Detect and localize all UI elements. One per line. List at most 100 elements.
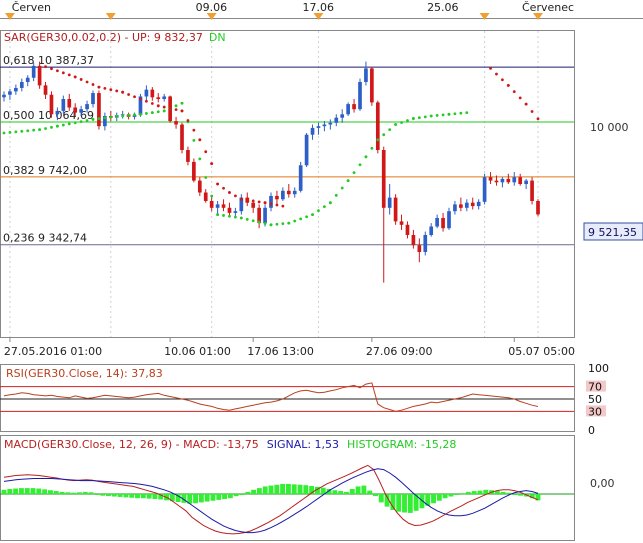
candle-body (322, 124, 327, 127)
x-axis-label: 17.06 13:00 (247, 345, 314, 358)
candle-body (8, 91, 12, 95)
candle-body (310, 127, 315, 135)
macd-histogram-bar (24, 488, 30, 494)
psar-dot (216, 213, 220, 217)
candle-body (417, 245, 422, 252)
macd-histogram-bar (390, 494, 396, 510)
psar-dot (388, 128, 392, 132)
psar-dot (103, 86, 107, 90)
psar-dot (311, 213, 314, 217)
psar-dot (109, 115, 113, 119)
psar-dot (305, 215, 308, 219)
macd-histogram-bar (274, 484, 280, 494)
macd-histogram-bar (135, 494, 140, 499)
psar-dot (44, 127, 47, 130)
rsi-axis-tag (586, 393, 606, 404)
fib-level-label: 0,382 9 742,00 (3, 164, 87, 177)
psar-dot (210, 194, 214, 198)
psar-dot (26, 129, 30, 133)
x-axis-label: 27.05.2016 01:00 (4, 345, 102, 358)
macd-histogram-bar (500, 491, 506, 494)
macd-histogram-bar (344, 491, 349, 494)
macd-histogram-bar (262, 486, 268, 494)
candle-body (464, 202, 469, 208)
macd-histogram-bar (425, 494, 431, 506)
candle-body (269, 195, 273, 208)
macd-histogram-bar (529, 494, 535, 499)
time-marker-icon (206, 13, 217, 20)
candle-body (192, 161, 196, 181)
psar-dot (73, 121, 77, 125)
psar-dot (317, 209, 320, 213)
psar-dot (506, 84, 510, 87)
psar-dot (150, 102, 154, 105)
macd-histogram-bar (419, 494, 425, 509)
psar-dot (495, 72, 498, 76)
psar-dot (174, 108, 178, 112)
macd-histogram-bar (367, 490, 373, 494)
candle-body (97, 93, 101, 127)
psar-dot (423, 115, 427, 119)
rsi-axis-label: 70 (588, 381, 602, 394)
psar-dot (269, 223, 273, 227)
candle-body (203, 192, 208, 201)
psar-dot (251, 199, 255, 203)
macd-histogram-bar (251, 489, 257, 494)
macd-histogram-bar (169, 494, 175, 502)
psar-dot (14, 130, 18, 134)
parabolic-sar-series (2, 65, 540, 227)
psar-dot (465, 111, 469, 114)
top-axis-label: Červenec (522, 1, 574, 14)
psar-dot (174, 104, 178, 108)
candle-body (441, 218, 445, 229)
psar-dot (67, 73, 71, 77)
psar-dot (269, 202, 273, 206)
fib-level-label: 0,500 10 064,69 (3, 109, 94, 122)
candle-body (150, 89, 155, 98)
candle-body (251, 202, 256, 208)
macd-histogram-bar (373, 494, 378, 497)
top-axis-label: 25.06 (427, 1, 459, 14)
signal-line (3, 468, 539, 534)
candle-body (55, 110, 60, 115)
macd-histogram-bar (477, 490, 483, 494)
candle-body (138, 96, 143, 116)
time-marker-icon (313, 13, 324, 20)
psar-dot (512, 90, 516, 94)
candle-body (488, 177, 493, 181)
psar-dot (91, 83, 95, 86)
candle-body (470, 202, 475, 207)
macd-histogram-bar (256, 488, 262, 494)
psar-dot (257, 200, 261, 204)
psar-dot (257, 220, 261, 224)
psar-dot (115, 114, 119, 118)
candle-body (352, 104, 356, 110)
psar-dot (489, 67, 492, 70)
candle-body (399, 221, 404, 225)
psar-dot (412, 117, 415, 120)
psar-dot (275, 222, 279, 226)
psar-dot (263, 201, 267, 205)
psar-dot (139, 97, 142, 101)
psar-dot (2, 131, 6, 135)
macd-histogram-bar (94, 494, 100, 495)
macd-histogram-bar (378, 494, 384, 503)
macd-histogram-bar (222, 494, 228, 500)
macd-histogram-bar (483, 489, 489, 494)
macd-histogram-bar (436, 494, 442, 501)
macd-histogram-bar (117, 494, 123, 497)
psar-dot (204, 176, 208, 179)
macd-histogram-bar (297, 484, 303, 494)
candle-body (482, 177, 487, 202)
psar-dot (97, 117, 101, 121)
macd-histogram-bar (320, 487, 326, 494)
candle-body (286, 190, 291, 195)
candlestick-series (2, 61, 540, 283)
macd-histogram-bar (204, 494, 210, 502)
psar-dot (364, 155, 368, 159)
macd-histogram-bar (175, 494, 181, 502)
candle-body (197, 180, 202, 193)
psar-dot (145, 99, 148, 103)
